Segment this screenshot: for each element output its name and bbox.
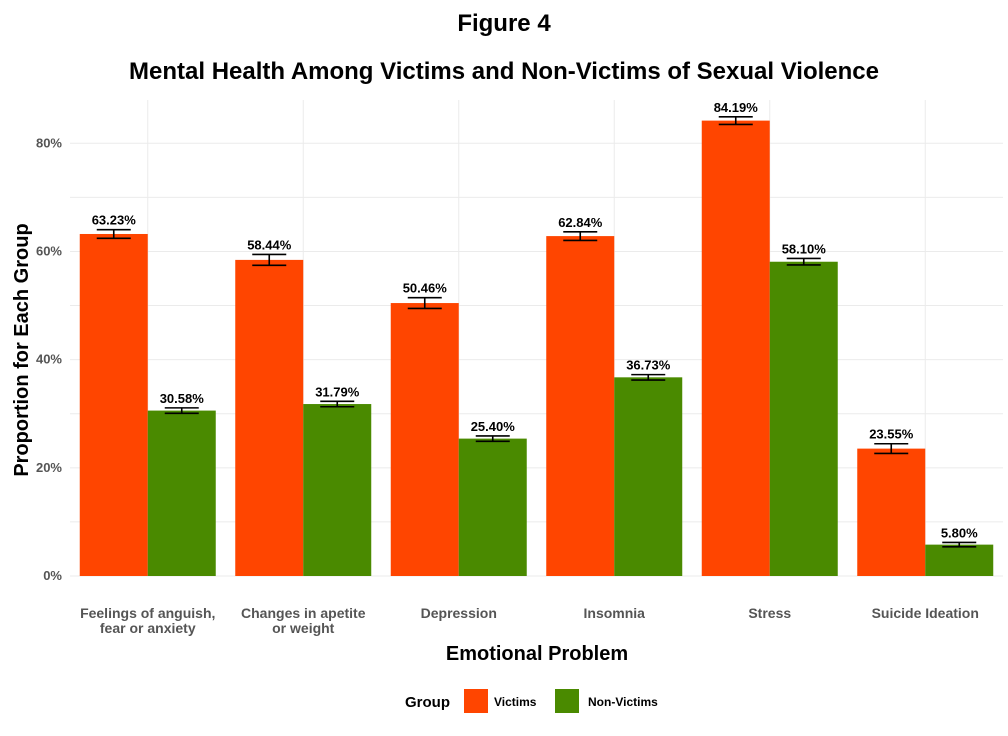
bars-layer — [79, 120, 994, 577]
bar-victims — [235, 259, 304, 576]
x-category-label: Changes in apetite or weight — [241, 605, 366, 636]
y-axis-title: Proportion for Each Group — [11, 223, 33, 476]
data-label: 36.73% — [626, 358, 671, 373]
bar-non-victims — [147, 410, 216, 576]
bar-non-victims — [925, 544, 994, 576]
legend: Group Victims Non-Victims — [405, 689, 658, 713]
x-category-label: Suicide Ideation — [872, 605, 979, 621]
legend-title: Group — [405, 694, 450, 711]
bar-victims — [546, 236, 615, 577]
chart-title: Mental Health Among Victims and Non-Vict… — [129, 58, 879, 85]
bar-victims — [701, 120, 770, 576]
error-bars-layer — [96, 116, 977, 548]
y-tick-label: 0% — [43, 568, 62, 583]
y-axis-ticks: 0% 20% 40% 60% 80% — [36, 135, 62, 583]
x-category-label: Feelings of anguish, fear or anxiety — [80, 605, 215, 636]
y-tick-label: 80% — [36, 135, 62, 150]
data-label: 50.46% — [403, 281, 448, 296]
bar-victims — [857, 448, 926, 576]
x-axis-title: Emotional Problem — [446, 643, 628, 665]
data-labels-layer: 63.23% 30.58% 58.44% 31.79% 50.46% 25.40% 62.8… — [92, 100, 978, 541]
legend-label-non-victims: Non-Victims — [588, 695, 658, 709]
bar-non-victims — [303, 404, 372, 576]
bar-victims — [79, 233, 148, 576]
legend-swatch-victims — [464, 689, 488, 713]
x-category-label: Insomnia — [584, 605, 646, 621]
figure-label: Figure 4 — [457, 10, 551, 37]
data-label: 63.23% — [92, 213, 137, 228]
data-label: 31.79% — [315, 384, 360, 399]
legend-label-victims: Victims — [494, 695, 537, 709]
data-label: 5.80% — [941, 525, 978, 540]
bar-victims — [390, 303, 459, 576]
y-tick-label: 40% — [36, 352, 62, 367]
bar-non-victims — [458, 438, 527, 576]
data-label: 30.58% — [160, 391, 205, 406]
x-category-label: Stress — [748, 605, 791, 621]
data-label: 62.84% — [558, 215, 603, 230]
data-label: 58.10% — [782, 241, 827, 256]
data-label: 23.55% — [869, 427, 914, 442]
data-label: 58.44% — [247, 237, 292, 252]
x-category-label: Depression — [421, 605, 497, 621]
y-tick-label: 60% — [36, 243, 62, 258]
x-axis-categories: Feelings of anguish, fear or anxiety Chang… — [80, 605, 979, 636]
bar-non-victims — [614, 377, 683, 576]
data-label: 84.19% — [714, 100, 759, 115]
y-tick-label: 20% — [36, 460, 62, 475]
data-label: 25.40% — [471, 419, 516, 434]
legend-swatch-non-victims — [555, 689, 579, 713]
bar-non-victims — [769, 261, 838, 576]
